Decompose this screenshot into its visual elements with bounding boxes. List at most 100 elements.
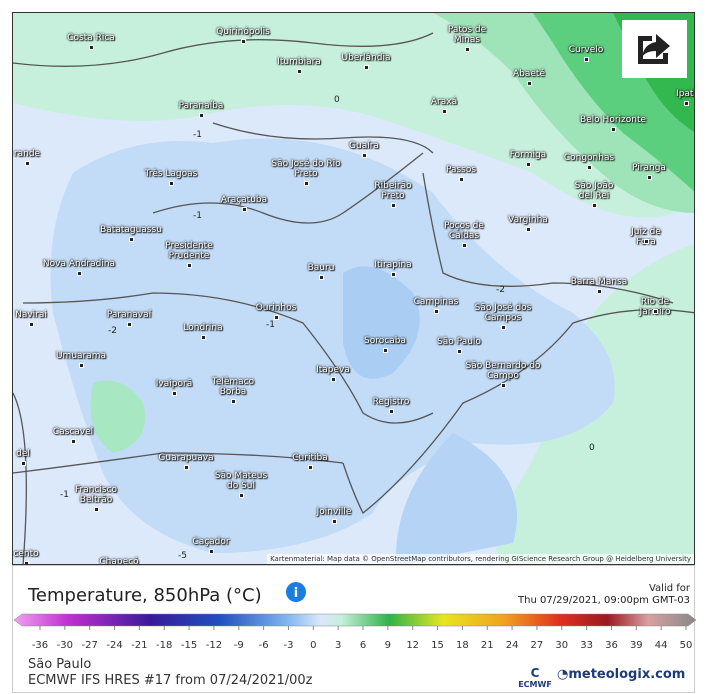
legend-tick-label: 50: [680, 640, 693, 651]
city-label: Francisco Beltrão: [74, 485, 118, 505]
legend-tick-label: 15: [431, 640, 444, 651]
legend-tick-label: -15: [181, 640, 197, 651]
city-marker: [527, 81, 532, 86]
city-marker: [129, 237, 134, 242]
city-label: Ivaiporã: [155, 379, 193, 389]
city-label: Ribeirão Preto: [374, 181, 412, 201]
city-label: Chapecó: [99, 557, 139, 565]
city-label: Cascavel: [52, 427, 94, 437]
color-bar: -36 -30 -27 -24 -21 -18 -15 -12 -9 -6 -3 0 3 6 9 12 15 18…: [13, 613, 697, 651]
city-label: Juiz de Fora: [631, 227, 661, 247]
city-label: Ipati: [676, 89, 695, 99]
contour-label: -1: [193, 211, 202, 221]
attribution: Kartenmaterial: Map data © OpenStreetMap…: [267, 554, 694, 564]
contour-label: -5: [178, 551, 187, 561]
city-marker: [297, 69, 302, 74]
city-marker: [684, 101, 689, 106]
city-marker: [239, 493, 244, 498]
city-label: Araçatuba: [220, 195, 268, 205]
contour-label: -2: [108, 326, 117, 336]
city-marker: [308, 465, 313, 470]
city-marker: [242, 207, 247, 212]
city-marker: [501, 383, 506, 388]
valid-block: Valid for Thu 07/29/2021, 09:00pm GMT-03: [518, 583, 690, 607]
city-marker: [391, 272, 396, 277]
city-marker: [77, 271, 82, 276]
city-label: Uberlândia: [341, 53, 391, 63]
city-marker: [187, 263, 192, 268]
city-label: del: [16, 449, 30, 459]
city-marker: [526, 162, 531, 167]
city-marker: [304, 181, 309, 186]
city-label: cento: [13, 549, 39, 559]
city-label: Londrina: [183, 323, 223, 333]
share-button[interactable]: [622, 20, 687, 78]
svg-text:i: i: [294, 586, 298, 601]
city-marker: [584, 57, 589, 62]
legend-tick-label: 21: [481, 640, 494, 651]
city-marker: [526, 227, 531, 232]
city-marker: [21, 461, 26, 466]
legend-tick-label: -9: [234, 640, 244, 651]
legend-tick-label: 30: [555, 640, 568, 651]
city-label: Paranavaí: [106, 310, 152, 320]
legend-tick-label: -12: [206, 640, 222, 651]
city-marker: [592, 203, 597, 208]
legend-tick-label: -3: [283, 640, 293, 651]
legend-tick-label: 0: [310, 640, 316, 651]
city-label: Joinville: [316, 507, 352, 517]
legend-tick-label: 3: [335, 640, 341, 651]
city-marker: [391, 203, 396, 208]
city-marker: [274, 315, 279, 320]
city-marker: [201, 335, 206, 340]
legend-tick-label: 36: [605, 640, 618, 651]
city-label: Costa Rica: [67, 33, 115, 43]
city-marker: [169, 181, 174, 186]
city-marker: [332, 519, 337, 524]
city-label: Navirai: [15, 310, 47, 320]
city-marker: [465, 47, 470, 52]
city-marker: [184, 465, 189, 470]
legend-tick-label: -30: [57, 640, 73, 651]
city-marker: [172, 391, 177, 396]
valid-label: Valid for: [648, 583, 690, 594]
city-marker: [611, 127, 616, 132]
city-label: Rio de Janeiro: [640, 297, 671, 317]
city-marker: [389, 409, 394, 414]
city-marker: [231, 399, 236, 404]
city-label: São José dos Campos: [474, 303, 532, 323]
city-label: Telêmaco Borba: [211, 377, 255, 397]
legend-tick-label: 27: [531, 640, 544, 651]
city-marker: [89, 45, 94, 50]
city-label: Poços de Caldas: [444, 221, 484, 241]
city-marker: [364, 65, 369, 70]
city-label: Paranaíba: [178, 101, 224, 111]
info-icon[interactable]: i: [285, 581, 307, 603]
map-background: [13, 13, 694, 564]
ecmwf-logo: C ECMWF: [518, 666, 552, 689]
brand[interactable]: ◔meteologix.com: [557, 667, 686, 682]
city-label: Passos: [445, 165, 477, 175]
city-marker: [127, 322, 132, 327]
city-label: Itirapina: [374, 260, 412, 270]
map: Costa Rica Quirinópolis Patos de Minas Curv…: [12, 12, 695, 565]
city-label: São Mateus do Sul: [214, 471, 268, 491]
city-label: Sorocaba: [364, 336, 406, 346]
city-label: Itumbiara: [277, 57, 321, 67]
city-label: Ourinhos: [255, 303, 297, 313]
city-marker: [457, 349, 462, 354]
city-marker: [647, 175, 652, 180]
city-marker: [25, 161, 30, 166]
city-label: Batataguassu: [100, 225, 162, 235]
city-label: São Paulo: [437, 337, 481, 347]
legend-tick-label: -24: [106, 640, 122, 651]
city-marker: [597, 289, 602, 294]
contour-label: -1: [60, 490, 69, 500]
city-marker: [24, 561, 29, 564]
legend-panel: [12, 565, 695, 693]
contour-label: -1: [193, 130, 202, 140]
legend-tick-label: 44: [655, 640, 668, 651]
legend-tick-label: 12: [406, 640, 419, 651]
city-marker: [331, 377, 336, 382]
